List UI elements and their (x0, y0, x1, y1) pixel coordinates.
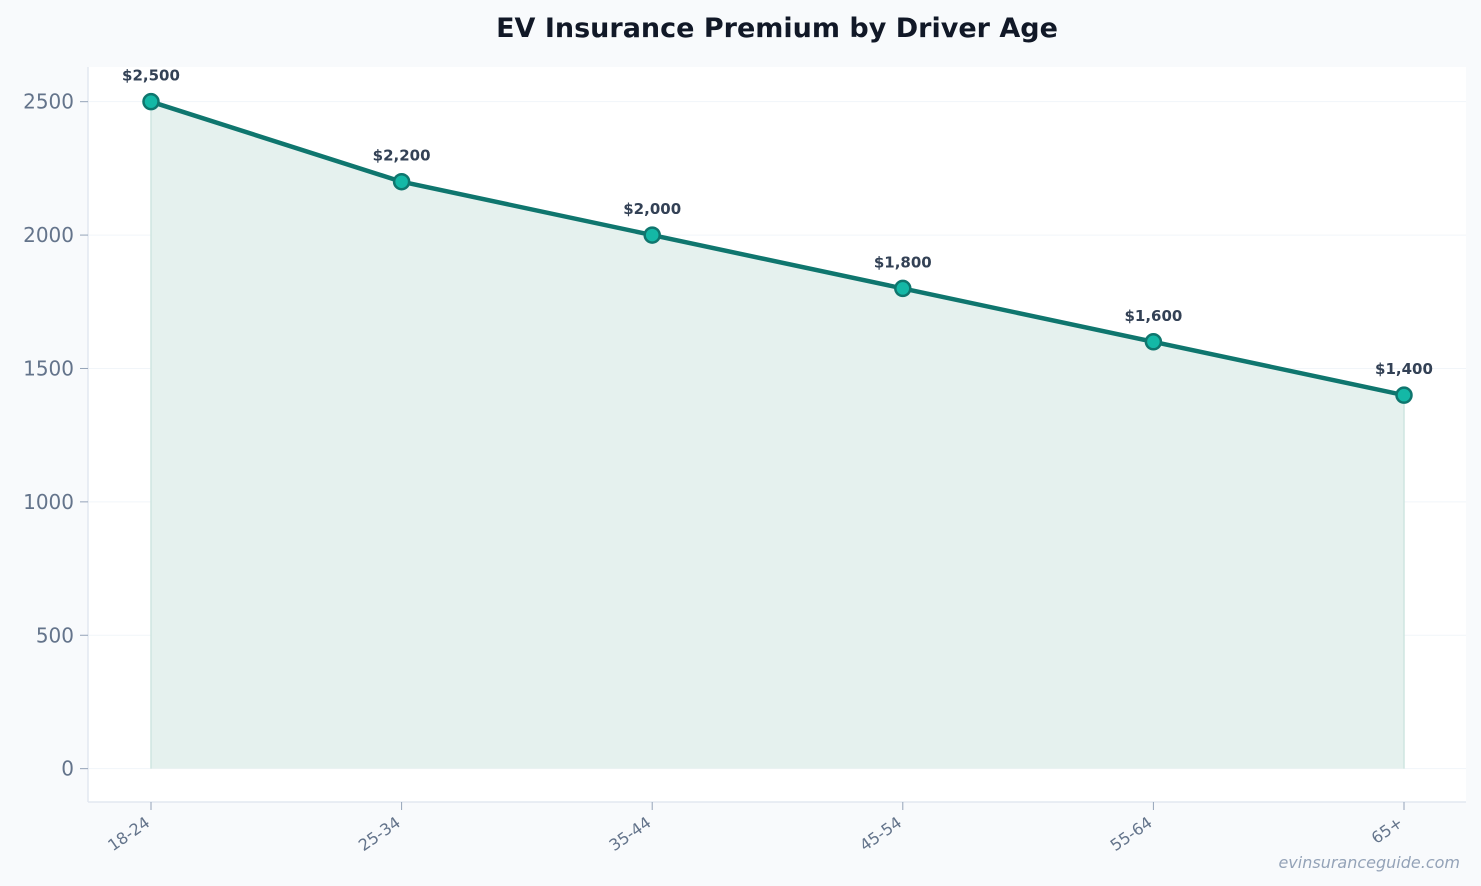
x-tick-label: 18-24 (104, 813, 153, 855)
x-tick-label: 35-44 (606, 813, 655, 855)
data-points (142, 92, 1413, 404)
chart-title: EV Insurance Premium by Driver Age (496, 13, 1058, 44)
x-tick-label: 65+ (1368, 813, 1407, 848)
series-line (148, 99, 1407, 398)
y-tick-label: 1000 (23, 490, 74, 514)
x-tick-label: 55-64 (1107, 813, 1156, 855)
data-label: $2,200 (373, 147, 431, 165)
data-point (142, 92, 160, 111)
y-axis-ticks: 0 500 1000 1500 2000 2500 (23, 90, 88, 781)
data-point (392, 172, 411, 191)
data-point (643, 226, 661, 244)
data-label: $1,800 (874, 253, 932, 271)
data-point (1395, 386, 1413, 404)
y-tick-label: 1500 (23, 356, 74, 380)
area-fill (151, 101, 1404, 769)
data-label: $2,500 (122, 67, 180, 85)
y-tick-label: 2000 (23, 223, 74, 247)
data-point (1144, 333, 1163, 351)
data-label: $1,400 (1375, 360, 1433, 378)
data-label: $2,000 (623, 200, 681, 218)
data-labels: $2,500 $2,200 $2,000 $1,800 $1,600 $1,400 (122, 67, 1433, 378)
y-tick-label: 0 (61, 757, 74, 781)
watermark: evinsuranceguide.com (1278, 853, 1460, 872)
x-tick-label: 25-34 (355, 813, 404, 855)
y-tick-label: 2500 (23, 90, 74, 114)
x-axis-ticks: 18-24 25-34 35-44 45-54 55-64 65+ (104, 802, 1406, 855)
data-label: $1,600 (1124, 307, 1182, 325)
data-point (894, 279, 912, 298)
y-tick-label: 500 (36, 623, 74, 647)
x-tick-label: 45-54 (856, 813, 905, 855)
